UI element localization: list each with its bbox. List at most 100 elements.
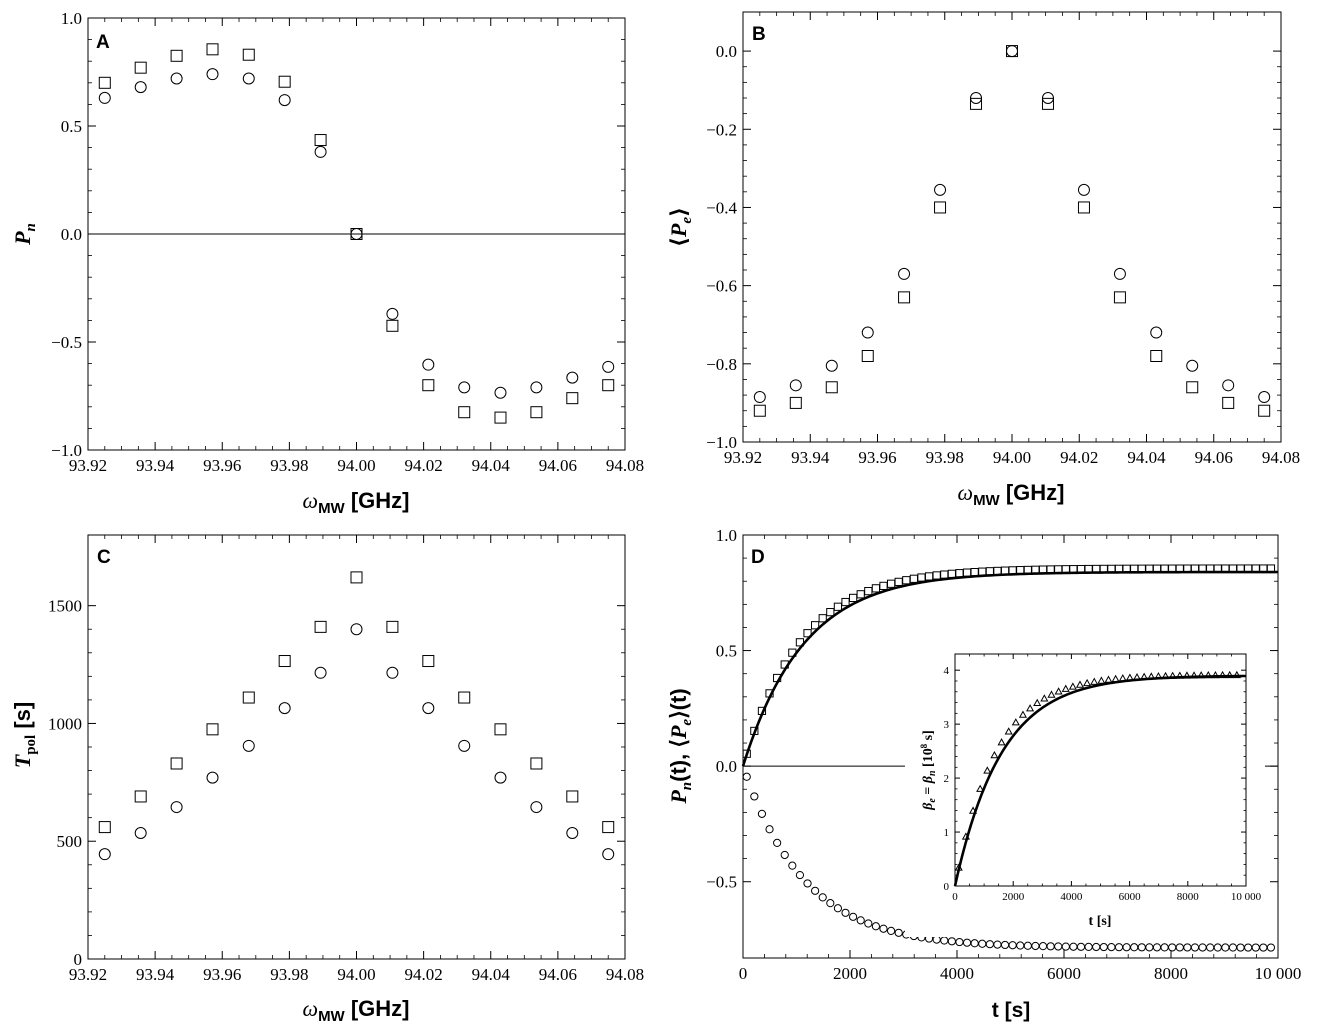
panel-a-xtick-label: 94.06: [539, 456, 577, 475]
inset-triangle-point: [1090, 677, 1099, 685]
panel-d-circle-point: [1061, 942, 1070, 951]
panel-d-circle-point: [1213, 943, 1222, 952]
panel-b-circle-point: [1150, 326, 1163, 339]
panel-a-xtick-label: 94.08: [606, 456, 644, 475]
panel-c-circle-point: [494, 771, 507, 784]
inset-triangle-point: [997, 738, 1006, 746]
panel-b-ytick-label: −0.2: [706, 120, 737, 139]
panel-c-square-point: [278, 655, 291, 668]
panel-d-circle-point: [1228, 943, 1238, 952]
panel-a-circle-point: [494, 386, 507, 399]
panel-d-circle-point: [1160, 943, 1169, 952]
panel-d-circle-point: [1122, 943, 1131, 952]
panel-b-circle-point: [898, 267, 911, 280]
panel-b-circle-point: [1222, 379, 1235, 392]
panel-d-square-point: [940, 570, 949, 579]
panel-b-circle-point: [1186, 359, 1199, 372]
inset-triangle-point: [1083, 678, 1092, 687]
panel-d-xtick-label: 2000: [833, 964, 867, 983]
panel-d-circle-point: [947, 937, 956, 946]
inset-ytick-label: 3: [944, 719, 950, 731]
panel-d-circle-point: [1206, 943, 1215, 952]
panel-d-square-point: [1008, 566, 1017, 575]
panel-a-square-point: [242, 48, 255, 61]
panel-c-circle-point: [566, 826, 579, 839]
panel-a-circle-point: [350, 228, 363, 240]
inset-triangle-point: [1054, 687, 1063, 695]
panel-d-circle-point: [871, 922, 880, 931]
panel-d-circle-point: [1183, 943, 1192, 952]
panel-b-square-point: [1222, 396, 1235, 409]
panel-c-ytick-label: 1000: [48, 714, 82, 733]
panel-a-circle-point: [170, 72, 183, 85]
panel-d-square-point: [818, 614, 827, 623]
panel-d-circle-point: [1031, 941, 1040, 951]
panel-c-circle-point: [242, 739, 255, 752]
panel-d-square-point: [879, 581, 888, 590]
panel-d-square-point: [962, 568, 972, 577]
inset-triangle-point: [1068, 682, 1077, 690]
panel-d-circle-point: [978, 939, 987, 948]
panel-d-frame: [742, 534, 1279, 959]
panel-d-square-point: [886, 579, 896, 588]
panel-d-circle-point: [1266, 943, 1276, 952]
panel-d-chart: D t [s] Pn(t), ⟨Pe⟩(t) 0 2000 4000 6000 8000…: [666, 526, 1301, 1022]
panel-d-inset-chart: t [s] βe = βn [108 s] 0 2000 4000 6000 8000 1…: [905, 642, 1265, 937]
panel-b-square-point: [753, 404, 766, 417]
panel-c-square-point: [386, 620, 399, 633]
panel-d-circle-point: [833, 904, 843, 913]
panel-c-square-point: [350, 571, 363, 584]
panel-d-square-point: [947, 569, 956, 578]
panel-b-frame: [742, 11, 1282, 443]
panel-d-circle-point: [826, 899, 835, 908]
panel-d-circle-point: [1198, 943, 1207, 952]
panel-d-ytick-label: 0.5: [716, 642, 737, 661]
panel-c-letter: C: [97, 547, 111, 568]
panel-d-circle-point: [1008, 941, 1017, 950]
panel-c-square-point: [602, 821, 615, 834]
panel-a-ylabel: Pn: [10, 223, 39, 246]
inset-triangle-point: [1033, 698, 1042, 706]
panel-d-square-point: [970, 568, 979, 577]
panel-d-circle-point: [1114, 943, 1124, 952]
panel-d-circle-point: [811, 886, 820, 895]
panel-a-circle-point: [386, 307, 399, 320]
panel-d-circle-point: [985, 940, 994, 949]
panel-a-xlabel: ωMW [GHz]: [303, 488, 410, 517]
panel-b-square-point: [1258, 404, 1271, 417]
panel-d-circle-point: [1092, 942, 1101, 952]
panel-a-square-point: [278, 75, 291, 88]
panel-a-chart: A ωMW [GHz] Pn 93.92 93.94 93.96 93.98 94.00…: [10, 9, 644, 517]
panel-b-xlabel: ωMW [GHz]: [958, 480, 1065, 509]
panel-a-circle-point: [422, 358, 435, 371]
panel-d-circle-point: [856, 916, 865, 925]
panel-b-ytick-label: −0.4: [706, 198, 737, 217]
panel-a-circle-point: [602, 360, 615, 373]
panel-c-xtick-label: 94.06: [539, 965, 577, 984]
panel-b-square-point: [1077, 201, 1090, 214]
panel-d-circle-point: [1244, 943, 1253, 952]
panel-a-circle-point: [98, 91, 111, 104]
inset-ytick-label: 0: [944, 881, 950, 893]
panel-d-circle-point: [1236, 943, 1245, 952]
panel-b-circle-point: [789, 379, 802, 392]
panel-d-circle-point: [879, 924, 888, 933]
panel-d-circle-point: [970, 939, 979, 948]
panel-a-circle-point: [314, 145, 327, 158]
panel-d-xtick-label: 4000: [940, 964, 974, 983]
panel-a-xtick-label: 94.00: [337, 456, 375, 475]
panel-a-ytick-label: 0.0: [61, 225, 82, 244]
panel-a-circle-point: [530, 381, 543, 394]
panel-d-square-point: [993, 566, 1002, 576]
panel-d-xtick-label: 0: [739, 964, 748, 983]
panel-c-circle-point: [386, 666, 399, 679]
inset-triangle-point: [1204, 671, 1213, 679]
panel-d-circle-point: [795, 870, 805, 880]
panel-d-square-point: [811, 621, 820, 630]
inset-ytick-label: 2: [944, 773, 950, 785]
inset-triangle-point: [1218, 670, 1227, 679]
panel-a-circle-point: [242, 72, 255, 85]
panel-d-circle-point: [780, 850, 789, 860]
panel-d-circle-point: [886, 926, 896, 936]
panel-b-circle-point: [825, 359, 838, 372]
